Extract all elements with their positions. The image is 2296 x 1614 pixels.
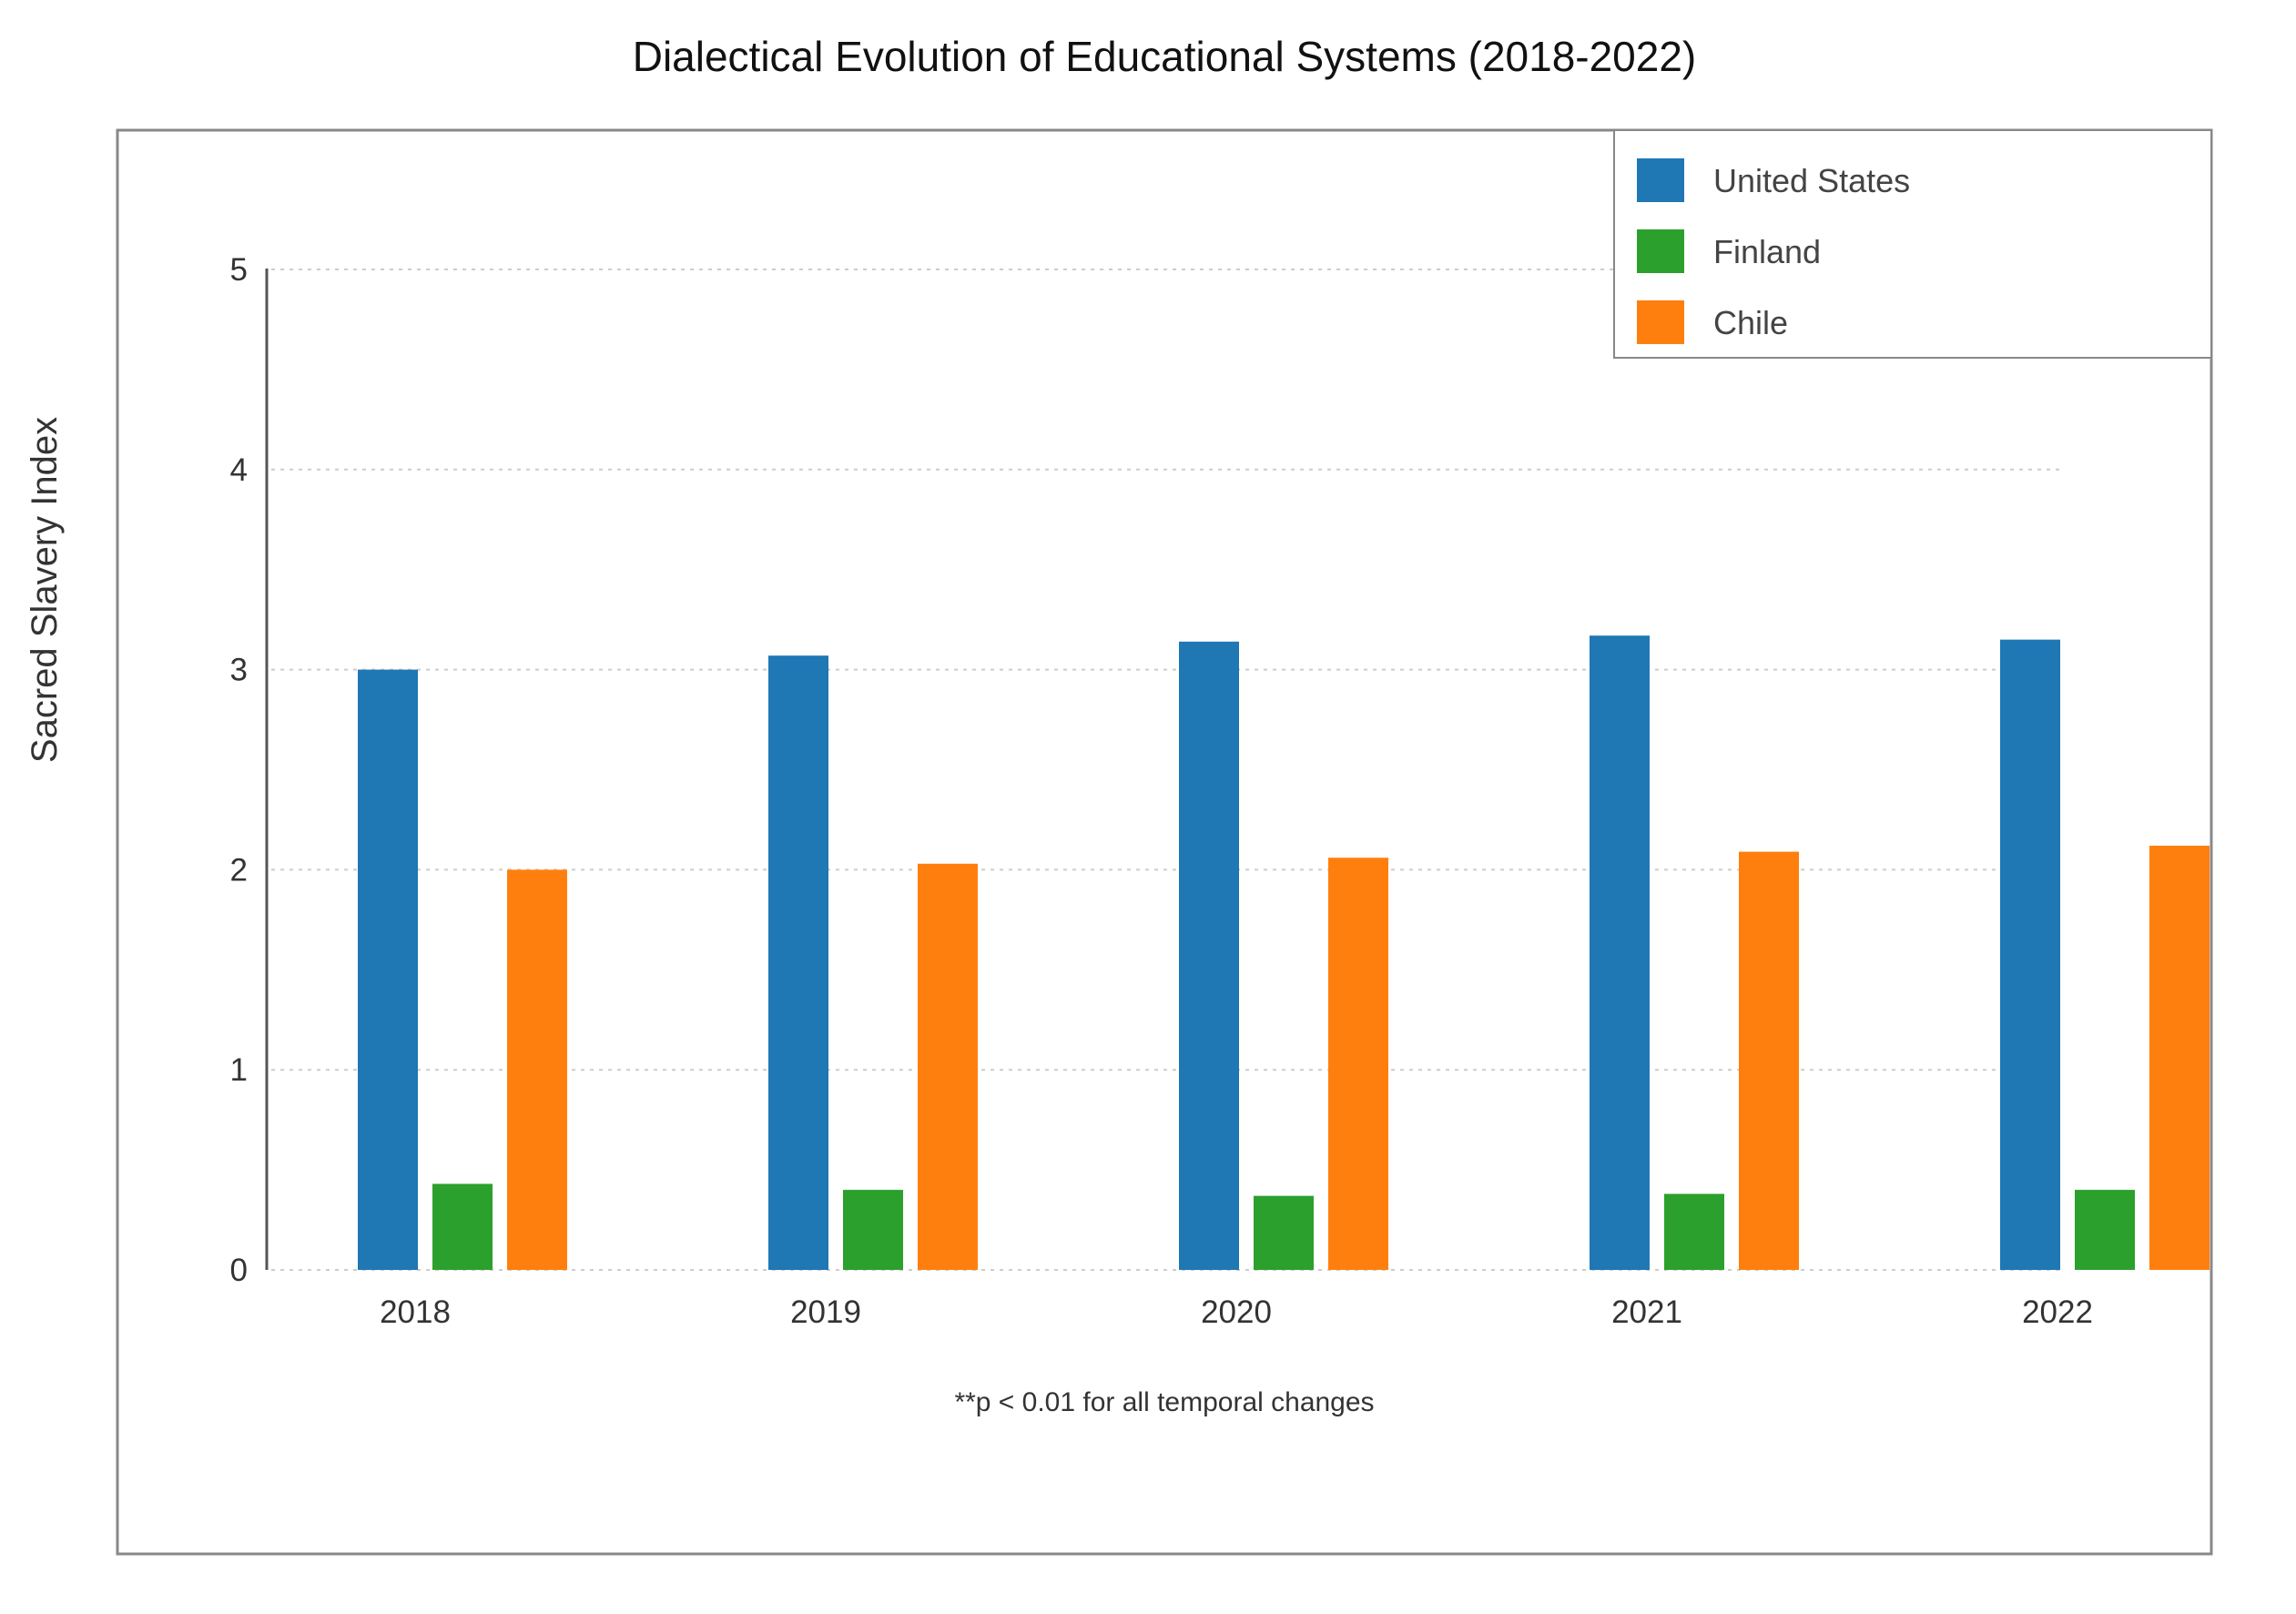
- bar-finland-2022: [2075, 1190, 2135, 1270]
- legend-swatch-chile: [1637, 300, 1684, 344]
- y-tick-label-3: 3: [230, 653, 248, 688]
- x-ticks: 2018 2019 2020 2021 2022: [380, 1294, 2093, 1330]
- legend-label-chile: Chile: [1713, 304, 1788, 341]
- bar-finland-2020: [1254, 1195, 1314, 1270]
- bar-chile-2018: [507, 869, 567, 1270]
- x-tick-label-2022: 2022: [2022, 1294, 2093, 1330]
- y-ticks: 0 1 2 3 4 5: [230, 252, 248, 1288]
- legend-swatch-finland: [1637, 229, 1684, 273]
- significance-note: **p < 0.01 for all temporal changes: [954, 1387, 1374, 1417]
- legend-label-finland: Finland: [1713, 233, 1821, 270]
- y-tick-label-0: 0: [230, 1253, 248, 1288]
- legend-label-united-states: United States: [1713, 162, 1910, 199]
- bar-finland-2019: [843, 1190, 903, 1270]
- bar-united-states-2022: [2000, 639, 2060, 1270]
- legend-swatch-united-states: [1637, 158, 1684, 202]
- bar-chile-2020: [1328, 858, 1388, 1270]
- x-tick-label-2021: 2021: [1611, 1294, 1682, 1330]
- bar-chile-2019: [918, 863, 978, 1270]
- gridlines: [271, 269, 2059, 1271]
- bar-united-states-2019: [768, 655, 828, 1270]
- chart-title: Dialectical Evolution of Educational Sys…: [633, 33, 1697, 80]
- plot-frame: [116, 128, 2213, 1556]
- y-tick-label-1: 1: [230, 1052, 248, 1088]
- bar-chile-2021: [1739, 851, 1799, 1270]
- y-tick-label-4: 4: [230, 452, 248, 488]
- bar-finland-2018: [432, 1183, 493, 1270]
- bar-united-states-2020: [1179, 641, 1239, 1270]
- y-tick-label-5: 5: [230, 252, 248, 288]
- x-tick-label-2020: 2020: [1201, 1294, 1272, 1330]
- y-axis-label: Sacred Slavery Index: [25, 417, 65, 763]
- bar-chile-2022: [2149, 846, 2210, 1270]
- legend-box: [1613, 129, 2212, 359]
- y-tick-label-2: 2: [230, 852, 248, 888]
- legend: United States Finland Chile: [1613, 129, 2212, 359]
- x-tick-label-2019: 2019: [790, 1294, 861, 1330]
- bar-finland-2021: [1664, 1193, 1724, 1270]
- x-tick-label-2018: 2018: [380, 1294, 451, 1330]
- bar-united-states-2018: [358, 669, 418, 1270]
- bars: [358, 635, 2210, 1270]
- bar-united-states-2021: [1590, 635, 1650, 1270]
